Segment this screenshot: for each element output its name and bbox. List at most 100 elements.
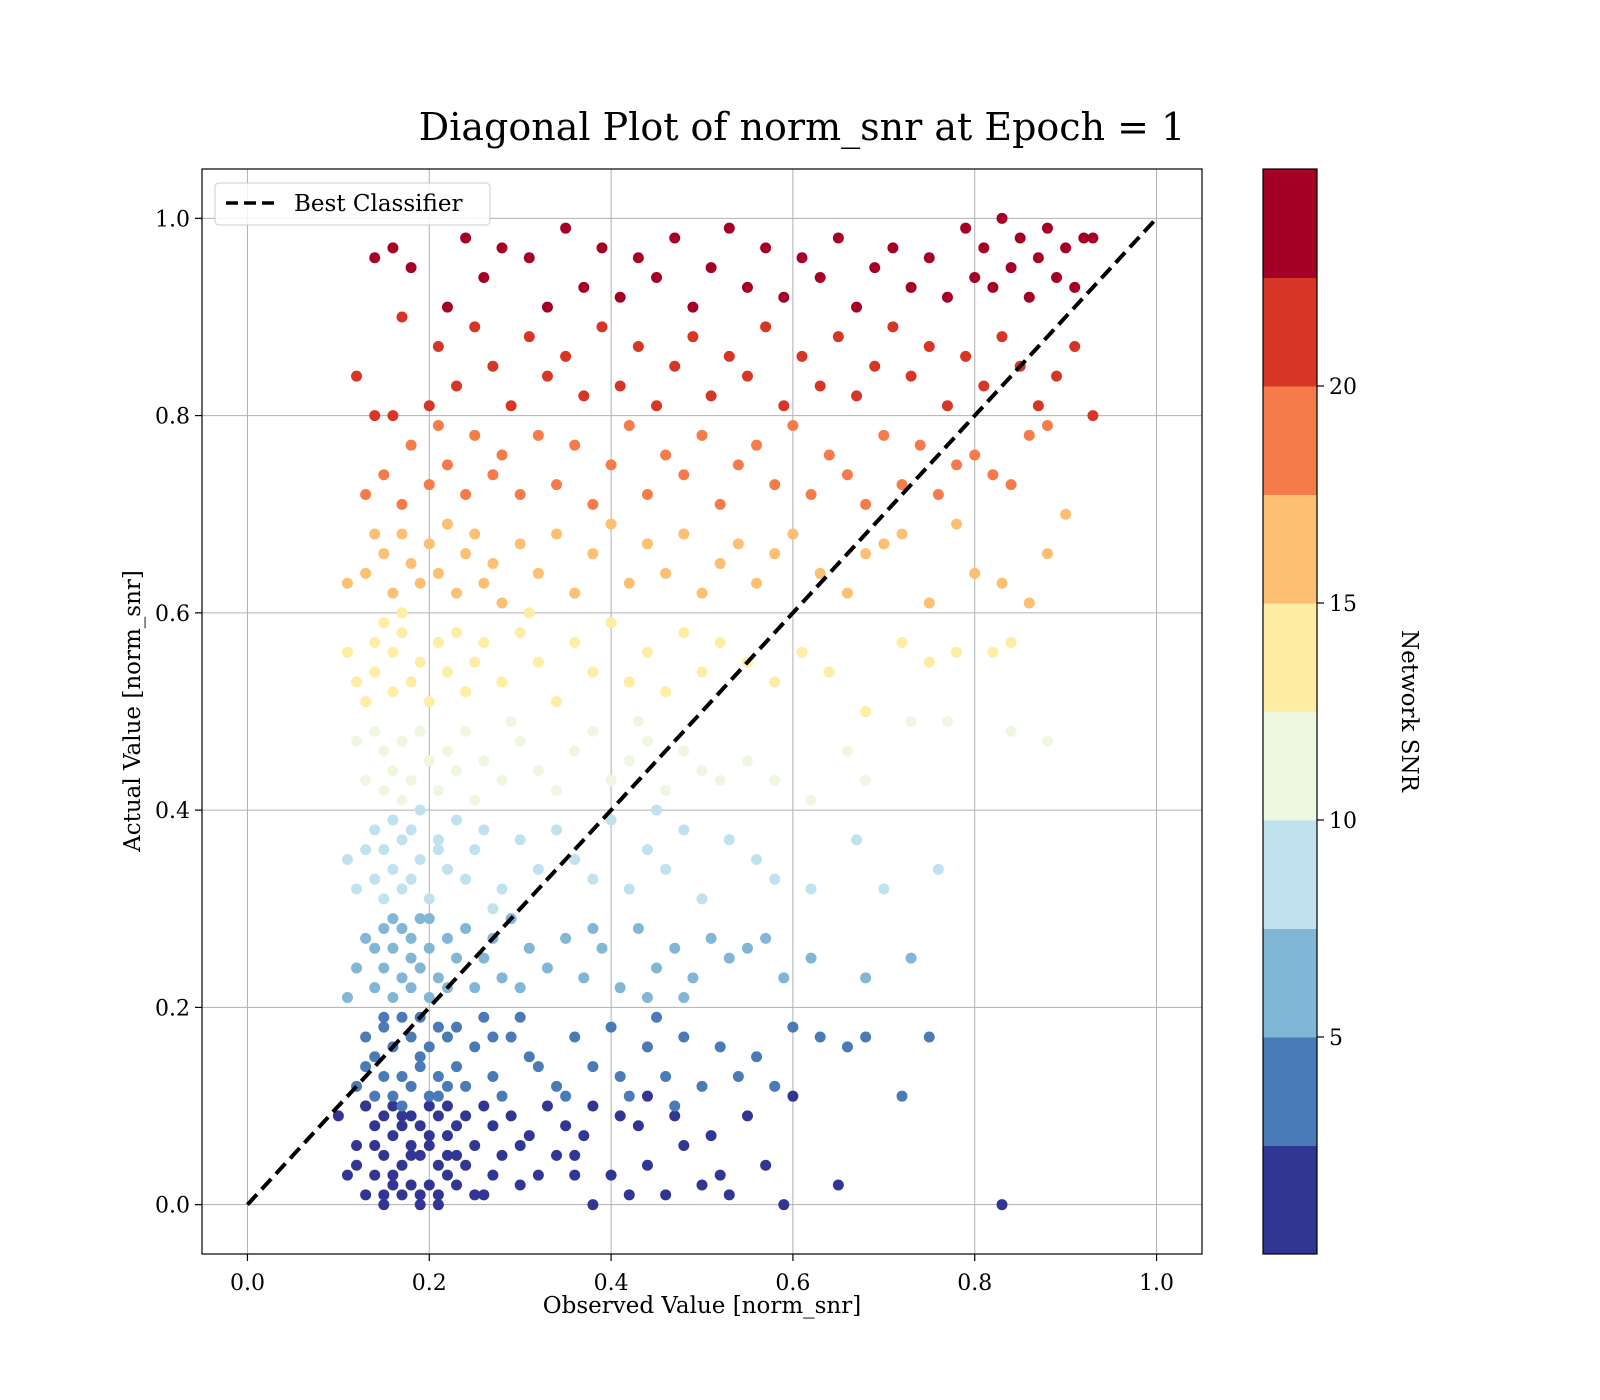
data-point	[805, 952, 817, 964]
data-point	[723, 952, 735, 964]
data-point	[523, 1051, 535, 1063]
data-point	[378, 617, 390, 629]
data-point	[405, 1031, 417, 1043]
data-point	[396, 627, 408, 639]
data-point	[441, 1100, 453, 1112]
colorbar-band	[1263, 169, 1317, 278]
data-point	[378, 1021, 390, 1033]
data-point	[378, 962, 390, 974]
y-tick-label: 0.8	[155, 405, 190, 430]
data-point	[769, 548, 781, 560]
data-point	[1005, 725, 1017, 737]
data-point	[741, 942, 753, 954]
data-point	[705, 1130, 717, 1142]
data-point	[832, 232, 844, 244]
data-point	[441, 1031, 453, 1043]
data-point	[723, 1189, 735, 1201]
data-point	[641, 1159, 653, 1171]
x-tick-label: 0.6	[775, 1271, 810, 1296]
data-point	[496, 242, 508, 254]
data-point	[1060, 242, 1072, 254]
data-point	[778, 972, 790, 984]
data-point	[1051, 272, 1063, 283]
data-point	[469, 1140, 481, 1151]
data-point	[378, 1199, 390, 1211]
data-point	[378, 893, 390, 905]
data-point	[405, 1110, 417, 1122]
data-point	[987, 281, 999, 293]
data-point	[423, 992, 435, 1004]
data-point	[641, 844, 653, 856]
data-point	[414, 1061, 426, 1073]
data-point	[1078, 232, 1090, 244]
data-point	[387, 1130, 399, 1142]
data-point	[514, 489, 526, 500]
data-point	[569, 587, 581, 599]
data-point	[1014, 232, 1026, 244]
data-point	[878, 883, 890, 895]
data-point	[969, 449, 981, 461]
data-point	[623, 577, 635, 589]
data-point	[460, 232, 472, 244]
data-point	[414, 853, 426, 865]
data-point	[360, 567, 372, 579]
data-point	[923, 341, 935, 353]
data-point	[1005, 262, 1017, 274]
colorbar	[1263, 169, 1317, 1255]
data-point	[341, 646, 353, 658]
data-point	[551, 1080, 563, 1092]
data-point	[1087, 232, 1099, 244]
data-point	[1041, 419, 1053, 431]
colorbar-band	[1263, 820, 1317, 929]
data-point	[641, 489, 653, 500]
data-point	[369, 1169, 381, 1181]
data-point	[851, 834, 863, 846]
data-point	[805, 489, 817, 500]
data-point	[505, 1031, 517, 1043]
data-point	[987, 646, 999, 658]
data-point	[851, 390, 863, 402]
data-point	[632, 252, 644, 264]
data-point	[560, 222, 572, 234]
data-point	[441, 745, 453, 757]
data-point	[960, 350, 972, 362]
data-point	[741, 370, 753, 382]
y-tick-label: 0.0	[155, 1194, 190, 1219]
data-point	[887, 242, 899, 254]
data-point	[587, 1100, 599, 1112]
data-point	[814, 272, 826, 283]
data-point	[460, 1080, 472, 1092]
data-point	[878, 429, 890, 441]
data-point	[605, 1169, 617, 1181]
data-point	[769, 1080, 781, 1092]
data-point	[478, 1100, 490, 1112]
data-point	[778, 1199, 790, 1211]
data-point	[860, 706, 872, 717]
data-point	[396, 528, 408, 540]
data-point	[351, 962, 363, 974]
data-point	[423, 1140, 435, 1151]
data-point	[414, 1051, 426, 1063]
data-point	[441, 1130, 453, 1142]
data-point	[451, 380, 463, 392]
data-point	[1069, 281, 1081, 293]
data-point	[451, 1149, 463, 1161]
data-point	[405, 932, 417, 944]
data-point	[478, 577, 490, 589]
data-point	[441, 301, 453, 313]
data-point	[387, 1090, 399, 1102]
data-point	[669, 1110, 681, 1122]
data-point	[605, 617, 617, 629]
data-point	[487, 903, 499, 915]
data-point	[369, 1120, 381, 1132]
data-point	[814, 1031, 826, 1043]
data-point	[669, 232, 681, 244]
data-point	[369, 636, 381, 648]
data-point	[351, 676, 363, 688]
data-point	[814, 567, 826, 579]
data-point	[678, 1140, 690, 1151]
data-point	[787, 528, 799, 540]
data-point	[796, 350, 808, 362]
data-point	[351, 735, 363, 747]
data-point	[951, 646, 963, 658]
